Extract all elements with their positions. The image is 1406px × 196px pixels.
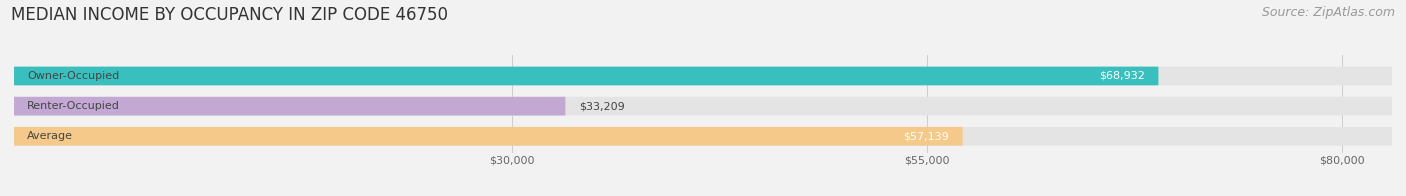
FancyBboxPatch shape <box>14 67 1159 85</box>
FancyBboxPatch shape <box>14 97 1392 115</box>
Text: $57,139: $57,139 <box>904 131 949 141</box>
Text: Source: ZipAtlas.com: Source: ZipAtlas.com <box>1261 6 1395 19</box>
Text: Average: Average <box>27 131 73 141</box>
Text: $68,932: $68,932 <box>1099 71 1144 81</box>
FancyBboxPatch shape <box>14 127 1392 146</box>
FancyBboxPatch shape <box>14 97 565 115</box>
FancyBboxPatch shape <box>14 127 963 146</box>
Text: Renter-Occupied: Renter-Occupied <box>27 101 121 111</box>
Text: $33,209: $33,209 <box>579 101 624 111</box>
Text: Owner-Occupied: Owner-Occupied <box>27 71 120 81</box>
Text: MEDIAN INCOME BY OCCUPANCY IN ZIP CODE 46750: MEDIAN INCOME BY OCCUPANCY IN ZIP CODE 4… <box>11 6 449 24</box>
FancyBboxPatch shape <box>14 67 1392 85</box>
